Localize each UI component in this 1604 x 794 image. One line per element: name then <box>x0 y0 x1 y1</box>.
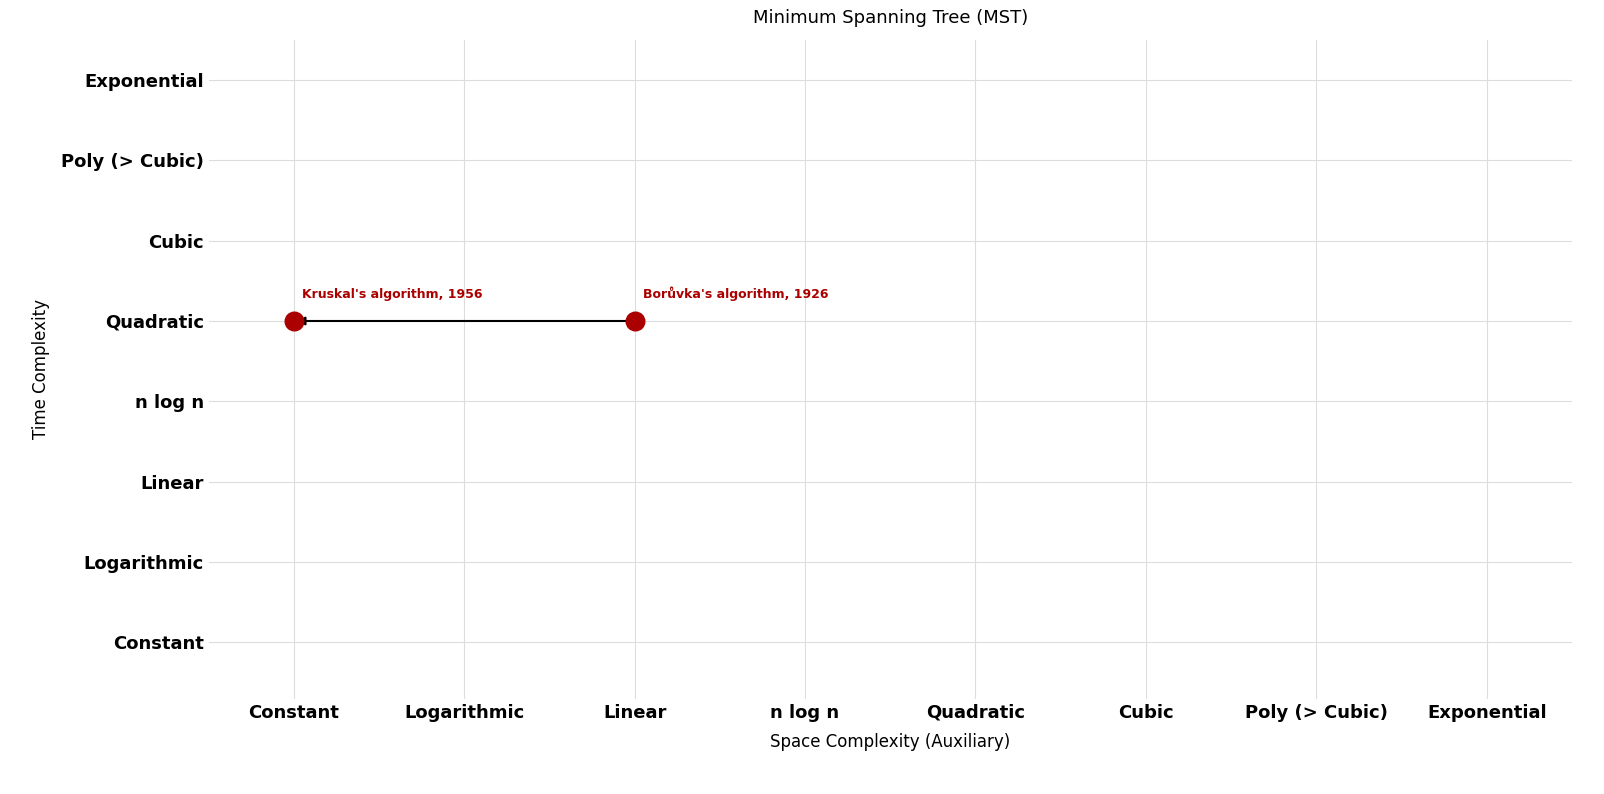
X-axis label: Space Complexity (Auxiliary): Space Complexity (Auxiliary) <box>770 733 1011 750</box>
Point <box>281 314 306 327</box>
Text: Kruskal's algorithm, 1956: Kruskal's algorithm, 1956 <box>302 288 483 301</box>
Text: Borůvka's algorithm, 1926: Borůvka's algorithm, 1926 <box>643 287 829 301</box>
Y-axis label: Time Complexity: Time Complexity <box>32 299 50 439</box>
Point <box>622 314 648 327</box>
Title: Minimum Spanning Tree (MST): Minimum Spanning Tree (MST) <box>752 9 1028 27</box>
